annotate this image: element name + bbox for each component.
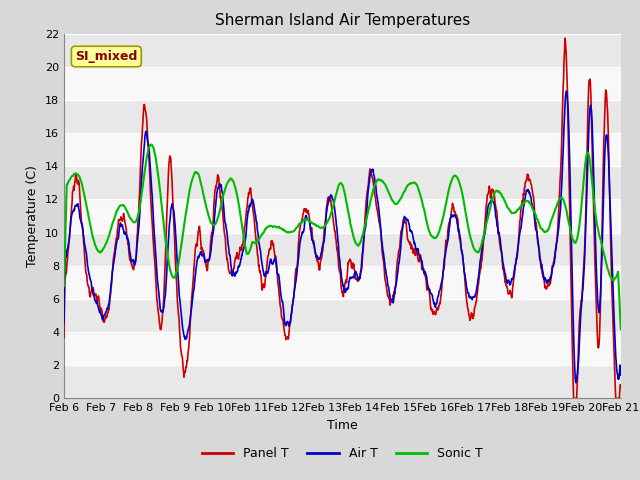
Bar (64, 199, 621, 233)
Legend: Panel T, Air T, Sonic T: Panel T, Air T, Sonic T (196, 442, 488, 465)
Title: Sherman Island Air Temperatures: Sherman Island Air Temperatures (215, 13, 470, 28)
Y-axis label: Temperature (C): Temperature (C) (26, 165, 39, 267)
Bar (64, 100, 621, 133)
Bar (64, 67, 621, 100)
Bar (64, 266, 621, 299)
Bar (64, 34, 621, 67)
Bar (64, 365, 621, 398)
Bar (64, 299, 621, 332)
Bar (64, 166, 621, 199)
Bar (64, 332, 621, 365)
Bar (64, 133, 621, 166)
X-axis label: Time: Time (327, 419, 358, 432)
Bar (64, 233, 621, 266)
Text: SI_mixed: SI_mixed (75, 50, 138, 63)
